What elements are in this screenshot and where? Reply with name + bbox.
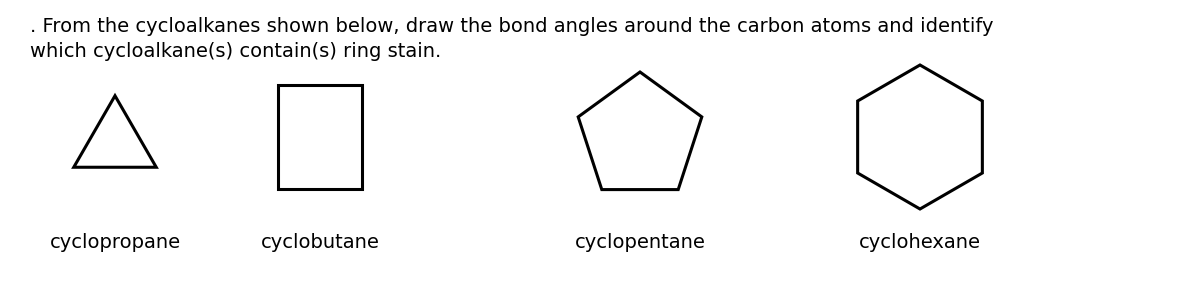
Text: cyclopentane: cyclopentane bbox=[575, 233, 706, 252]
Text: cyclohexane: cyclohexane bbox=[859, 233, 982, 252]
Text: cyclobutane: cyclobutane bbox=[260, 233, 379, 252]
Text: which cycloalkane(s) contain(s) ring stain.: which cycloalkane(s) contain(s) ring sta… bbox=[30, 42, 442, 61]
Text: . From the cycloalkanes shown below, draw the bond angles around the carbon atom: . From the cycloalkanes shown below, dra… bbox=[30, 17, 994, 36]
Text: cyclopropane: cyclopropane bbox=[49, 233, 180, 252]
